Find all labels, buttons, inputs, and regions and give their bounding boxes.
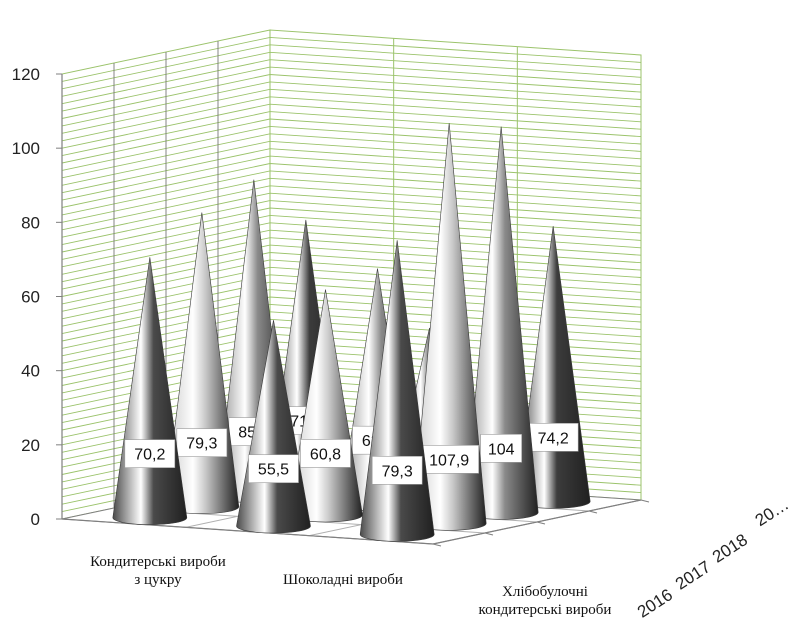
data-label: 74,2 [538, 430, 569, 447]
cone: 79,3 [164, 212, 240, 514]
y-tick-label: 100 [12, 139, 40, 158]
y-tick-label: 60 [21, 288, 40, 307]
data-label-box [527, 423, 579, 452]
depth-tick [588, 510, 598, 514]
data-label: 60,8 [310, 446, 341, 463]
data-label: 79,3 [186, 436, 217, 453]
data-label-box [419, 445, 479, 474]
category-label: Хлібобулочні кондитерські вироби [479, 584, 612, 618]
cone: 74,2 [515, 226, 591, 509]
y-tick-label: 0 [31, 510, 40, 529]
category-label: Шоколадні вироби [283, 572, 403, 588]
y-tick-label: 40 [21, 362, 40, 381]
cone: 107,9 [411, 123, 487, 531]
data-label: 70,2 [134, 447, 165, 464]
depth-label: 2017 [672, 557, 714, 594]
depth-tick [432, 543, 442, 547]
x-axis-line [61, 518, 434, 545]
depth-tick [536, 521, 546, 525]
y-tick-label: 120 [12, 65, 40, 84]
data-label: 79,3 [382, 463, 413, 480]
depth-label: 2016 [634, 585, 676, 622]
depth-tick [640, 499, 650, 503]
cone: 79,3 [359, 240, 435, 542]
cone: 70,2 [112, 257, 188, 525]
data-label-box [248, 454, 299, 484]
cone: 55,5 [236, 320, 311, 534]
data-label-box [300, 439, 351, 468]
y-tick-label: 20 [21, 436, 40, 455]
y-tick-label: 80 [21, 213, 40, 232]
data-label: 55,5 [258, 462, 289, 479]
cone: 104 [463, 126, 539, 520]
data-label-box [480, 434, 522, 463]
data-label-box [371, 456, 423, 485]
data-label: 104 [488, 441, 515, 458]
category-label: Кондитерські вироби з цукру [90, 554, 226, 588]
data-label-box [124, 439, 176, 468]
depth-label: 20… [752, 495, 792, 530]
cone: 60,8 [288, 289, 363, 523]
depth-tick [484, 532, 494, 536]
data-label: 107,9 [429, 452, 469, 469]
depth-label: 2018 [709, 530, 751, 567]
data-label-box [176, 428, 228, 457]
